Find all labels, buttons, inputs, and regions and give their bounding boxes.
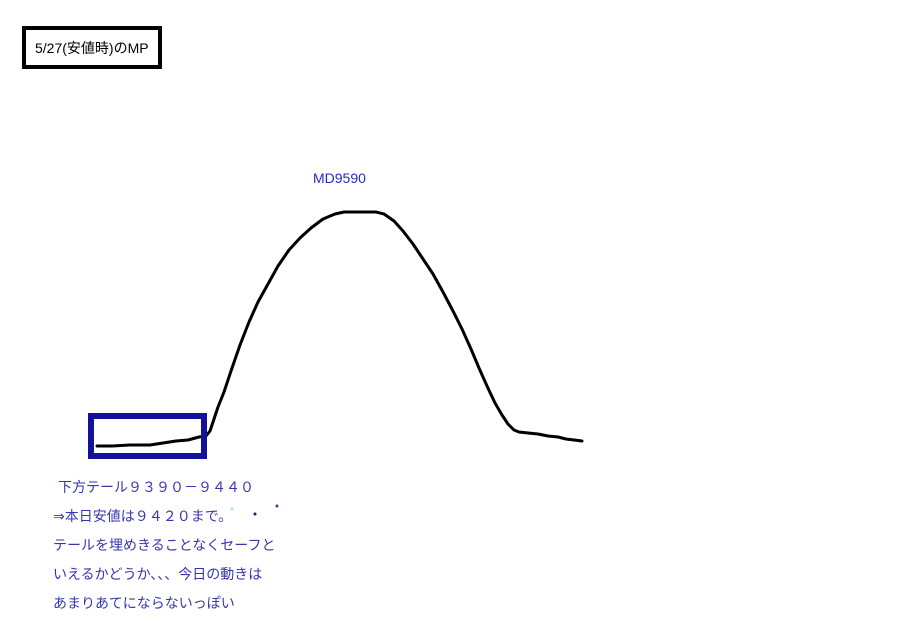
- peak-label: MD9590: [313, 170, 366, 186]
- annotation-line: 下方テール９３９０－９４４０: [58, 479, 254, 495]
- annotation-line: テールを埋めきることなくセーフと: [53, 537, 276, 553]
- stray-dot: [230, 507, 234, 511]
- annotation-line: あまりあてにならないっぽい: [53, 595, 235, 611]
- stray-dot: [275, 504, 279, 508]
- annotation-block: 下方テール９３９０－９４４０ ⇒本日安値は９４２０まで。 テールを埋めきることな…: [53, 477, 275, 622]
- stray-dot: [253, 512, 257, 516]
- title-box: 5/27(安値時)のMP: [22, 26, 162, 69]
- market-profile-curve: [95, 210, 584, 448]
- tail-highlight-rect: [88, 413, 207, 459]
- annotation-line: いえるかどうか、、、今日の動きは: [53, 566, 263, 582]
- title-label: 5/27(安値時)のMP: [35, 39, 149, 56]
- annotation-line: ⇒本日安値は９４２０まで。: [53, 508, 233, 524]
